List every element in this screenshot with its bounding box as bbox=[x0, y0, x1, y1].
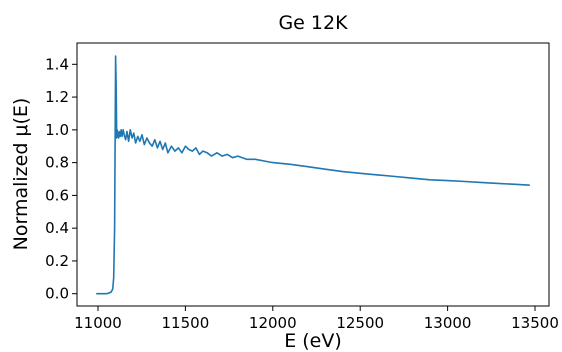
x-tick-label: 11500 bbox=[162, 314, 210, 332]
y-tick-label: 0.2 bbox=[45, 252, 69, 270]
x-tick-label: 12500 bbox=[336, 314, 384, 332]
y-tick-label: 1.2 bbox=[45, 88, 69, 106]
x-tick-label: 12000 bbox=[249, 314, 297, 332]
y-tick-label: 1.0 bbox=[45, 121, 69, 139]
chart-title: Ge 12K bbox=[278, 12, 348, 34]
x-axis-title: E (eV) bbox=[284, 330, 342, 352]
y-tick-label: 0.8 bbox=[45, 154, 69, 172]
y-axis: 0.0 0.2 0.4 0.6 0.8 1.0 1.2 1.4 bbox=[45, 55, 77, 303]
x-axis: 11000 11500 12000 12500 13000 13500 bbox=[74, 306, 559, 332]
y-tick-label: 0.4 bbox=[45, 219, 69, 237]
y-tick-label: 0.6 bbox=[45, 186, 69, 204]
plot-area bbox=[76, 42, 550, 307]
x-tick-label: 13000 bbox=[424, 314, 472, 332]
y-axis-title: Normalized μ(E) bbox=[10, 98, 32, 251]
y-tick-label: 0.0 bbox=[45, 285, 69, 303]
x-tick-label: 13500 bbox=[511, 314, 559, 332]
series-line bbox=[96, 55, 530, 295]
y-tick-label: 1.4 bbox=[45, 55, 69, 73]
x-tick-label: 11000 bbox=[74, 314, 122, 332]
